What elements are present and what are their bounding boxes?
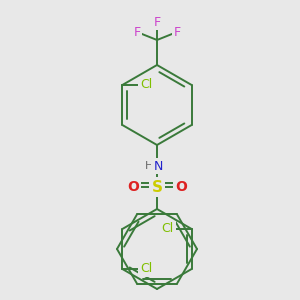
Text: H: H <box>145 161 153 171</box>
Text: F: F <box>173 26 181 38</box>
Text: N: N <box>153 160 163 172</box>
Text: O: O <box>175 180 187 194</box>
Text: S: S <box>152 179 163 194</box>
Text: Cl: Cl <box>140 262 152 275</box>
Text: Cl: Cl <box>140 79 152 92</box>
Text: Cl: Cl <box>161 223 174 236</box>
Text: F: F <box>153 16 161 28</box>
Text: O: O <box>127 180 139 194</box>
Text: F: F <box>134 26 141 38</box>
